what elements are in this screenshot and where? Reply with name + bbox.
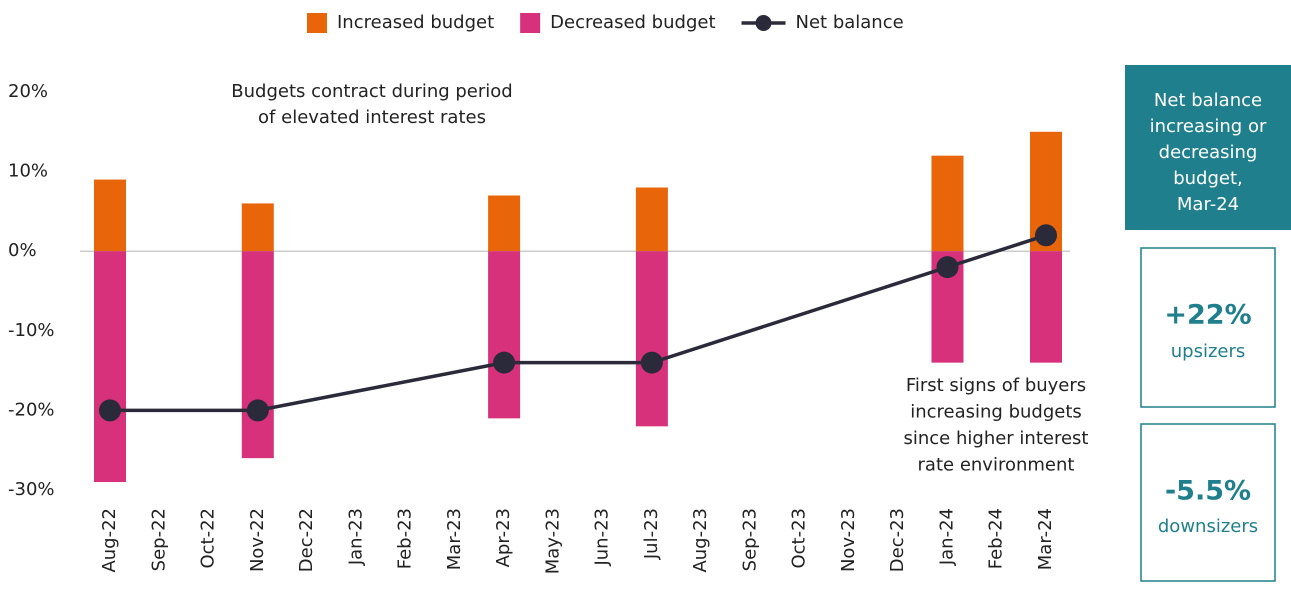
y-tick-label: -20%	[8, 399, 55, 420]
x-tick-label: Jan-23	[345, 508, 366, 566]
x-tick-label: Nov-23	[838, 508, 859, 572]
bar	[635, 251, 668, 427]
x-tick-label: Jun-23	[592, 508, 613, 567]
y-tick-label: 20%	[8, 81, 48, 102]
x-tick-label: Oct-22	[198, 508, 219, 569]
y-tick-label: 0%	[8, 240, 37, 261]
bar	[241, 251, 274, 459]
panel-title: Net balance	[1154, 90, 1262, 111]
x-tick-label: Jul-23	[641, 508, 662, 560]
bar	[488, 251, 521, 419]
x-tick-label: Sep-22	[148, 508, 169, 571]
net-point	[1035, 224, 1057, 247]
stat-value: -5.5%	[1165, 476, 1251, 507]
y-tick-label: -30%	[8, 479, 55, 500]
panel-title: budget,	[1173, 168, 1243, 189]
y-tick-label: 10%	[8, 161, 48, 182]
x-tick-label: Feb-23	[395, 508, 416, 569]
x-tick-label: Dec-23	[887, 508, 908, 572]
bar	[931, 155, 964, 252]
bar	[94, 179, 126, 252]
x-tick-label: Aug-23	[690, 508, 711, 573]
annotation: First signs of buyers	[906, 375, 1086, 396]
x-tick-label: Apr-23	[493, 508, 514, 567]
net-point	[246, 399, 269, 422]
x-tick-label: Sep-23	[739, 508, 760, 571]
x-tick-label: May-23	[542, 508, 563, 574]
panel-header	[1125, 65, 1291, 230]
annotation: Budgets contract during period	[231, 81, 512, 102]
x-tick-label: Mar-24	[1035, 508, 1056, 570]
legend-label: Increased budget	[337, 12, 494, 33]
net-point	[99, 399, 121, 422]
x-tick-label: Dec-22	[296, 508, 317, 572]
x-tick-label: Mar-23	[444, 508, 465, 570]
bar	[488, 195, 521, 252]
panel-title: increasing or	[1150, 116, 1267, 137]
x-tick-label: Aug-22	[99, 508, 120, 573]
legend-swatch	[307, 13, 327, 33]
stat-label: upsizers	[1171, 341, 1246, 362]
panel-title: decreasing	[1159, 142, 1258, 163]
annotation: of elevated interest rates	[258, 107, 486, 128]
stat-box	[1140, 423, 1276, 582]
legend-label: Decreased budget	[550, 12, 715, 33]
annotation: increasing budgets	[910, 402, 1082, 423]
net-line	[110, 233, 1047, 413]
stat-value: +22%	[1164, 300, 1251, 331]
x-tick-label: Jan-24	[936, 508, 957, 566]
x-tick-label: Oct-23	[789, 508, 810, 569]
annotation: since higher interest	[904, 428, 1089, 449]
bar	[94, 251, 126, 483]
x-tick-label: Nov-22	[247, 508, 268, 572]
net-point	[936, 256, 959, 279]
bar	[1030, 251, 1062, 363]
y-tick-label: -10%	[8, 320, 55, 341]
stat-box	[1140, 247, 1276, 408]
legend-dot	[755, 15, 772, 31]
panel-title: Mar-24	[1177, 194, 1239, 215]
annotation: rate environment	[918, 455, 1075, 476]
stat-label: downsizers	[1158, 516, 1258, 537]
x-tick-label: Feb-24	[986, 508, 1007, 569]
legend-swatch	[520, 13, 541, 33]
bar	[635, 187, 668, 252]
bar	[241, 203, 274, 252]
net-point	[640, 351, 663, 374]
legend-label: Net balance	[796, 12, 904, 33]
net-point	[493, 351, 516, 374]
